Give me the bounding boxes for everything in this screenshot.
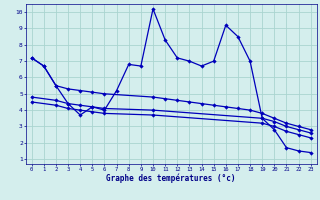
X-axis label: Graphe des températures (°c): Graphe des températures (°c) [107,173,236,183]
